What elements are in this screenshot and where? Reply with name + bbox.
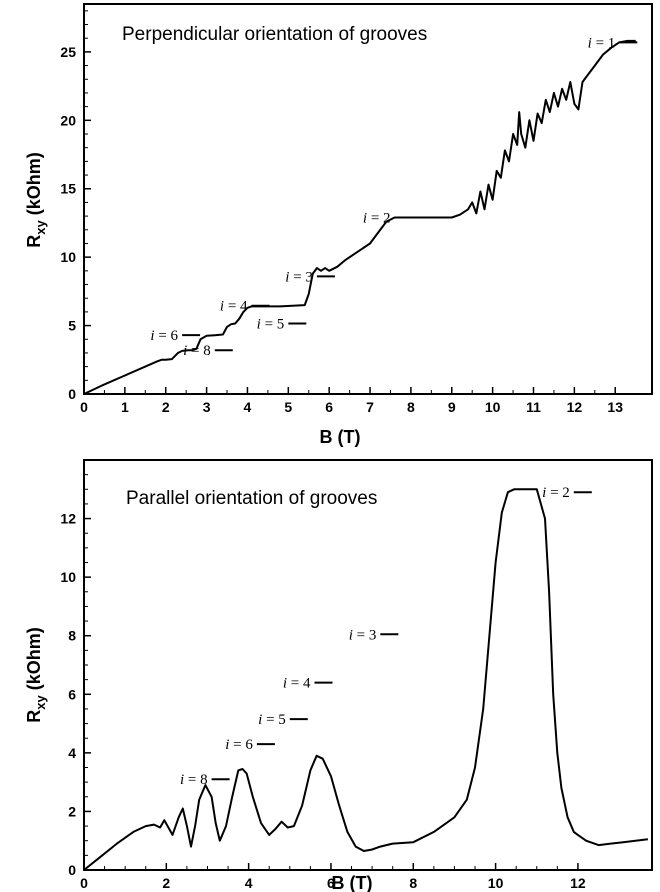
top-chart-title: Perpendicular orientation of grooves xyxy=(122,24,427,45)
top-y-axis-label-main: R xyxy=(24,235,44,248)
top-y-axis-label-unit: (kOhm) xyxy=(24,152,44,220)
bottom-chart-panel: Parallel orientation of grooves B (T) Rx… xyxy=(24,459,653,892)
bottom-x-tick-label: 0 xyxy=(80,875,88,891)
top-x-tick-label: 3 xyxy=(203,399,211,415)
top-x-tick-label: 9 xyxy=(448,399,456,415)
top-y-tick-label: 15 xyxy=(60,181,76,197)
top-x-tick-label: 10 xyxy=(485,399,501,415)
bottom-y-tick-label: 8 xyxy=(68,628,76,644)
bottom-y-tick-label: 4 xyxy=(68,745,76,761)
bottom-x-tick-label: 2 xyxy=(162,875,170,891)
bottom-x-tick-label: 4 xyxy=(245,875,253,891)
top-y-tick-label: 25 xyxy=(60,44,76,60)
top-x-tick-label: 11 xyxy=(526,399,541,415)
bottom-y-tick-label: 12 xyxy=(60,511,76,527)
bottom-x-tick-label: 12 xyxy=(570,875,586,891)
bottom-plateau-label: i = 8 xyxy=(180,772,208,788)
top-plateau-label: i = 8 xyxy=(183,343,211,359)
bottom-plateau-label: i = 3 xyxy=(349,627,377,643)
bottom-plateau-label: i = 6 xyxy=(225,737,253,753)
bottom-x-tick-label: 10 xyxy=(488,875,504,891)
bottom-plot-frame xyxy=(83,459,653,871)
top-x-tick-label: 8 xyxy=(407,399,415,415)
bottom-plateau-label: i = 2 xyxy=(542,485,570,501)
top-y-axis-label-sub: xy xyxy=(33,220,48,235)
bottom-series-line xyxy=(83,488,649,871)
top-plateau-label: i = 4 xyxy=(220,299,248,315)
bottom-y-tick-label: 2 xyxy=(68,803,76,819)
top-y-tick-label: 20 xyxy=(60,112,76,128)
bottom-y-axis-label-unit: (kOhm) xyxy=(24,627,44,695)
top-x-tick-label: 0 xyxy=(80,399,88,415)
top-y-tick-label: 10 xyxy=(60,249,76,265)
top-x-tick-label: 13 xyxy=(607,399,623,415)
bottom-y-axis-label-main: R xyxy=(24,710,44,723)
top-x-tick-label: 1 xyxy=(121,399,129,415)
top-plateau-label: i = 6 xyxy=(150,328,178,344)
bottom-x-tick-label: 8 xyxy=(409,875,417,891)
bottom-y-axis-label-sub: xy xyxy=(33,695,48,710)
top-x-axis-label: B (T) xyxy=(320,427,361,447)
top-plot-frame xyxy=(83,3,653,395)
top-plateau-label: i = 3 xyxy=(285,269,313,285)
top-y-tick-label: 5 xyxy=(68,318,76,334)
top-chart-panel: Perpendicular orientation of grooves B (… xyxy=(24,3,653,447)
top-y-axis-label: Rxy (kOhm) xyxy=(24,152,48,247)
top-plateau-label: i = 5 xyxy=(257,317,285,333)
bottom-y-tick-label: 6 xyxy=(68,686,76,702)
bottom-y-tick-label: 0 xyxy=(68,862,76,878)
bottom-y-tick-label: 10 xyxy=(60,569,76,585)
top-plateau-label: i = 1 xyxy=(588,35,616,51)
bottom-x-tick-label: 6 xyxy=(327,875,335,891)
bottom-plateau-label: i = 5 xyxy=(258,712,286,728)
top-y-tick-label: 0 xyxy=(68,386,76,402)
top-plateau-label: i = 2 xyxy=(363,210,391,226)
bottom-plateau-label: i = 4 xyxy=(283,676,311,692)
top-x-tick-label: 7 xyxy=(366,399,374,415)
top-x-tick-label: 12 xyxy=(567,399,583,415)
top-x-tick-label: 4 xyxy=(244,399,252,415)
bottom-y-axis-label: Rxy (kOhm) xyxy=(24,627,48,722)
bottom-chart-title: Parallel orientation of grooves xyxy=(126,488,377,509)
top-x-tick-label: 5 xyxy=(284,399,292,415)
bottom-x-axis-label: B (T) xyxy=(332,873,373,892)
top-x-tick-label: 6 xyxy=(325,399,333,415)
top-x-tick-label: 2 xyxy=(162,399,170,415)
top-series-line xyxy=(83,39,636,395)
